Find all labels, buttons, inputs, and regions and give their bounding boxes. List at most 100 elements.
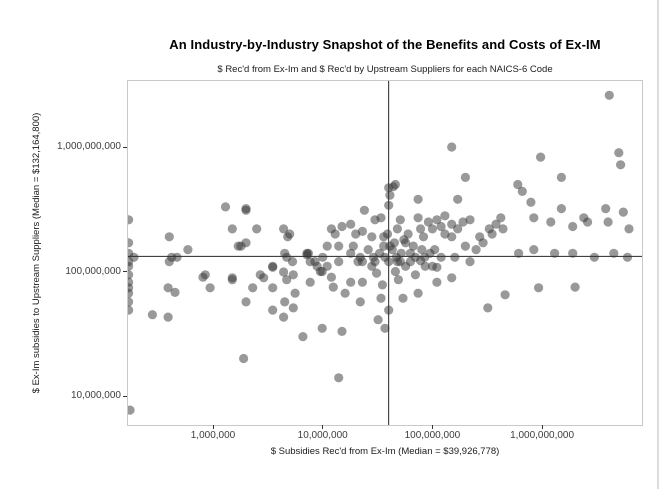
data-point bbox=[129, 252, 139, 262]
data-point bbox=[570, 282, 580, 292]
data-point bbox=[164, 257, 174, 267]
data-point bbox=[385, 190, 395, 200]
data-point bbox=[392, 224, 402, 234]
data-point bbox=[423, 217, 433, 227]
data-point bbox=[432, 262, 442, 272]
data-point bbox=[432, 215, 442, 225]
data-point bbox=[376, 213, 386, 223]
y-axis-tick-label: 100,000,000 bbox=[65, 265, 121, 277]
data-point bbox=[363, 245, 373, 255]
y-axis-label: $ Ex-Im subsidies to Upstream Suppliers … bbox=[31, 112, 42, 394]
data-point bbox=[367, 232, 377, 242]
data-point bbox=[268, 305, 278, 315]
data-point bbox=[298, 332, 308, 342]
data-point bbox=[529, 213, 539, 223]
data-point bbox=[380, 323, 390, 333]
data-point bbox=[413, 288, 423, 298]
data-point bbox=[368, 252, 378, 262]
data-point bbox=[500, 290, 510, 300]
data-point bbox=[465, 215, 475, 225]
data-point bbox=[498, 224, 508, 234]
data-point bbox=[326, 272, 336, 282]
y-axis-tick bbox=[123, 395, 127, 397]
scatter-points-layer bbox=[128, 81, 642, 425]
data-point bbox=[346, 277, 356, 287]
y-axis-tick-label: 1,000,000,000 bbox=[57, 141, 121, 152]
data-point bbox=[471, 245, 481, 255]
data-point bbox=[279, 224, 289, 234]
data-point bbox=[436, 252, 446, 262]
data-point bbox=[128, 261, 134, 271]
data-point bbox=[241, 297, 251, 307]
x-axis-tick bbox=[431, 425, 433, 429]
data-point bbox=[233, 241, 243, 251]
data-point bbox=[390, 266, 400, 277]
data-point bbox=[198, 272, 208, 282]
data-point bbox=[372, 268, 382, 278]
data-point bbox=[373, 315, 383, 325]
data-point bbox=[465, 257, 475, 267]
data-point bbox=[589, 252, 599, 262]
data-point bbox=[410, 270, 420, 280]
data-point bbox=[618, 207, 628, 217]
data-point bbox=[427, 224, 437, 234]
data-point bbox=[447, 273, 457, 283]
data-point bbox=[536, 152, 546, 162]
data-point bbox=[453, 194, 463, 204]
data-point bbox=[252, 224, 262, 234]
data-point bbox=[405, 248, 415, 258]
plot-panel bbox=[127, 80, 643, 426]
data-point bbox=[460, 241, 470, 251]
page-edge-line bbox=[657, 0, 659, 489]
x-axis-tick bbox=[541, 425, 543, 429]
data-point bbox=[282, 252, 292, 262]
data-point bbox=[550, 248, 560, 258]
data-point bbox=[447, 142, 457, 152]
data-point bbox=[377, 280, 387, 290]
data-point bbox=[391, 252, 401, 262]
data-point bbox=[408, 241, 418, 251]
data-point bbox=[239, 353, 249, 364]
data-point bbox=[450, 252, 460, 262]
x-axis-tick bbox=[212, 425, 214, 429]
data-point bbox=[384, 305, 394, 315]
data-point bbox=[432, 277, 442, 287]
data-point bbox=[317, 323, 327, 333]
data-point bbox=[568, 248, 578, 258]
data-point bbox=[128, 405, 135, 415]
data-point bbox=[447, 232, 457, 242]
data-point bbox=[460, 172, 470, 182]
data-point bbox=[398, 293, 408, 303]
data-point bbox=[546, 217, 556, 227]
data-point bbox=[393, 275, 403, 285]
data-point bbox=[241, 204, 251, 214]
data-point bbox=[604, 90, 614, 100]
data-point bbox=[328, 282, 338, 292]
data-point bbox=[163, 283, 173, 293]
data-point bbox=[376, 293, 386, 303]
data-point bbox=[513, 179, 523, 190]
data-point bbox=[603, 217, 613, 227]
data-point bbox=[172, 252, 182, 262]
data-point bbox=[440, 211, 450, 221]
chart-subtitle: $ Rec'd from Ex-Im and $ Rec'd by Upstre… bbox=[217, 64, 553, 75]
data-point bbox=[248, 283, 258, 293]
data-point bbox=[305, 277, 315, 287]
data-point bbox=[334, 373, 344, 383]
data-point bbox=[357, 226, 367, 236]
data-point bbox=[290, 288, 300, 298]
data-point bbox=[517, 186, 527, 196]
data-point bbox=[420, 252, 430, 262]
data-point bbox=[205, 283, 215, 293]
y-axis-tick-label: 10,000,000 bbox=[70, 390, 121, 401]
data-point bbox=[170, 287, 180, 297]
data-point bbox=[384, 257, 394, 267]
data-point bbox=[183, 245, 193, 255]
y-axis-tick bbox=[123, 146, 127, 148]
y-axis-tick bbox=[123, 271, 127, 272]
data-point bbox=[614, 148, 624, 158]
data-point bbox=[322, 241, 332, 251]
data-point bbox=[337, 221, 347, 232]
data-point bbox=[128, 288, 134, 298]
data-point bbox=[128, 305, 134, 315]
